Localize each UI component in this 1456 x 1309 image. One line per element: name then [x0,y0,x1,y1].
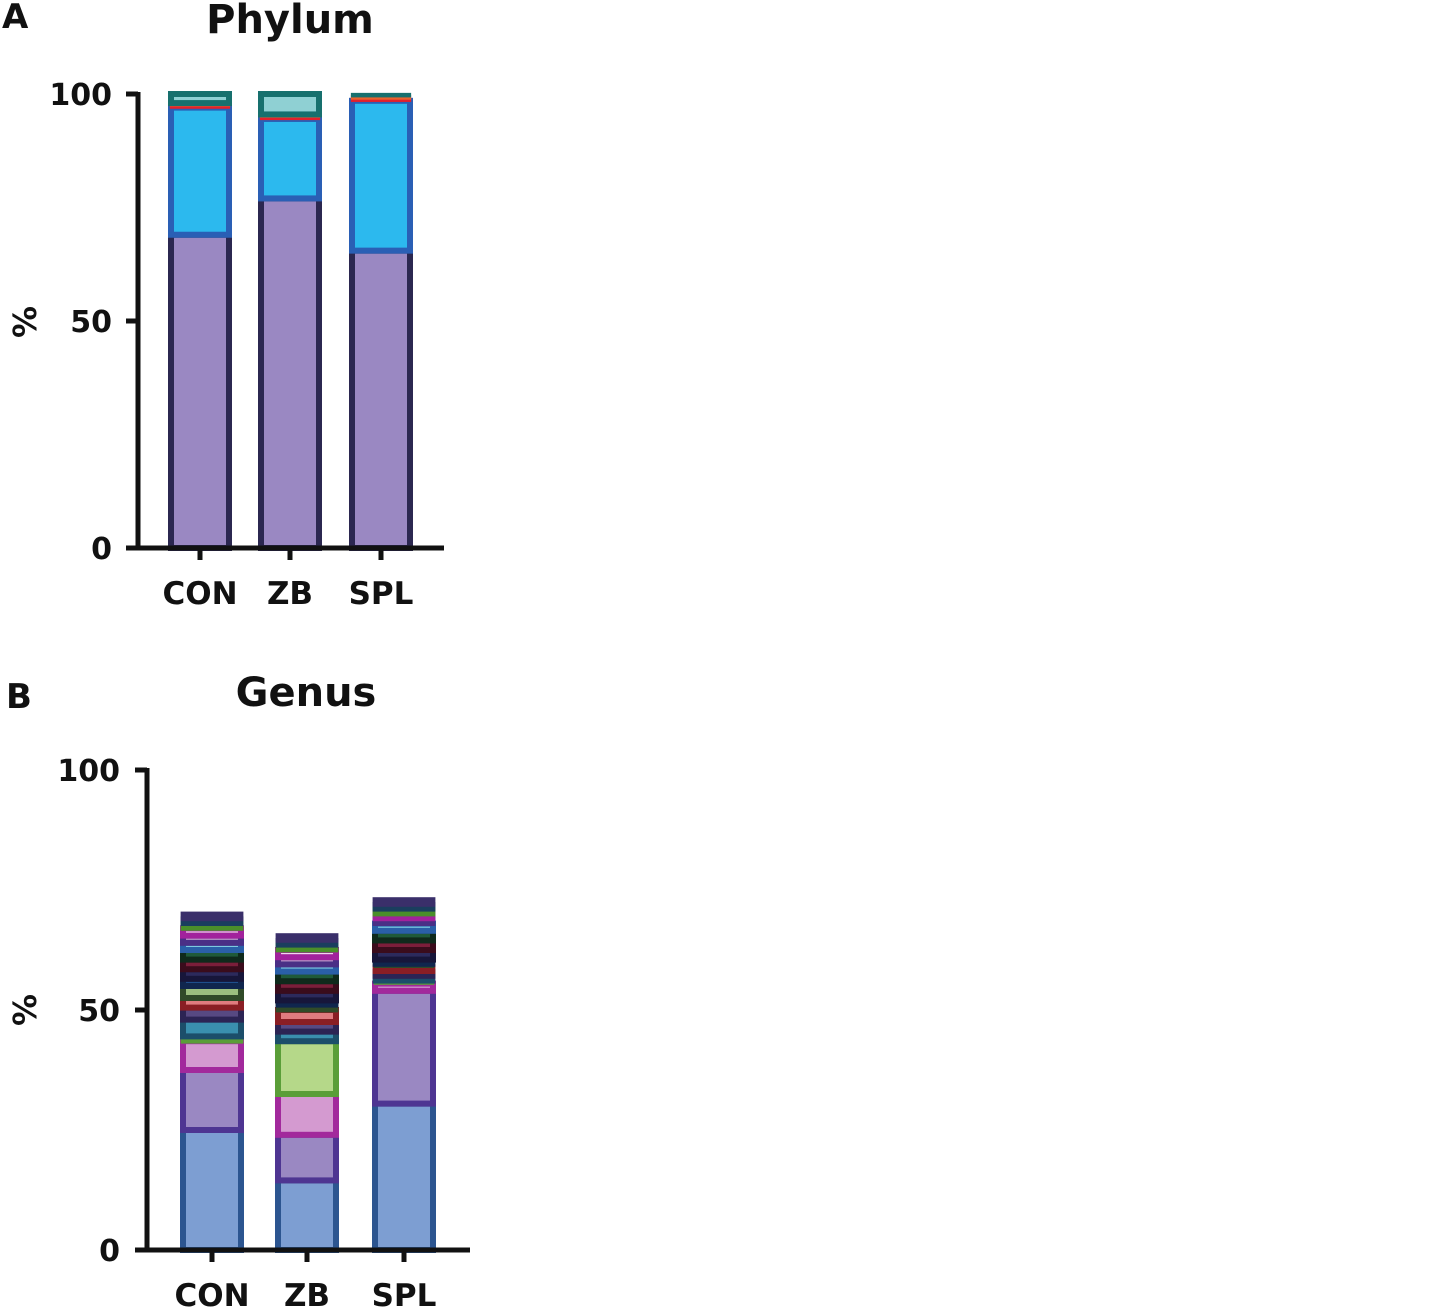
bar-segment-spl-2 [349,97,413,254]
x-category-label: ZB [267,576,313,612]
phylum-panel: A Phylum % 0 50 100 CON ZB SPL [2,0,444,612]
bar-segment-con-1 [180,1127,244,1253]
genus-bars [180,897,436,1254]
bar-segment-zb-1 [258,195,322,551]
bar-segment-zb-4 [275,1038,339,1097]
y-tick-label: 50 [70,305,112,340]
y-tick-label: 0 [91,532,112,567]
bar-segment-spl-18 [372,897,436,907]
bar-segment-con-3 [180,1038,244,1073]
x-category-label: SPL [372,1278,437,1309]
bar-segment-con-5 [168,91,232,107]
genus-chart-title: Genus [236,670,377,716]
x-category-label: CON [174,1278,249,1309]
x-category-label: ZB [284,1278,330,1309]
bar-segment-zb-2 [258,115,322,202]
bar-segment-spl-1 [372,1100,436,1253]
bar-segment-zb-18 [275,933,339,943]
bar-segment-con-2 [180,1067,244,1133]
bar-segment-con-2 [168,104,232,238]
bar-segment-con-18 [180,911,244,922]
bar-segment-spl-1 [349,247,413,551]
bar-segment-zb-1 [275,1177,339,1254]
x-category-label: CON [162,576,237,612]
y-tick-label: 100 [49,78,112,113]
bar-segment-con-1 [168,231,232,552]
y-tick-label: 0 [99,1234,120,1269]
phylum-bars [168,91,413,552]
panel-label-a: A [2,0,29,37]
phylum-chart-title: Phylum [206,0,374,43]
genus-y-axis-label: % [6,994,44,1026]
y-tick-label: 50 [78,994,120,1029]
bar-segment-spl-5 [350,92,412,98]
bar-segment-zb-5 [258,91,322,118]
bar-segment-spl-2 [372,987,436,1107]
y-tick-label: 100 [57,754,120,789]
genus-panel: B Genus % 0 50 100 CON ZB SPL [6,670,470,1309]
bar-segment-zb-3 [275,1091,339,1138]
x-category-label: SPL [349,576,414,612]
phylum-axes: 0 50 100 CON ZB SPL [49,78,444,612]
phylum-y-axis-label: % [6,306,44,338]
genus-axes: 0 50 100 CON ZB SPL [57,754,470,1309]
panel-label-b: B [6,677,32,717]
bar-segment-zb-2 [275,1131,339,1184]
